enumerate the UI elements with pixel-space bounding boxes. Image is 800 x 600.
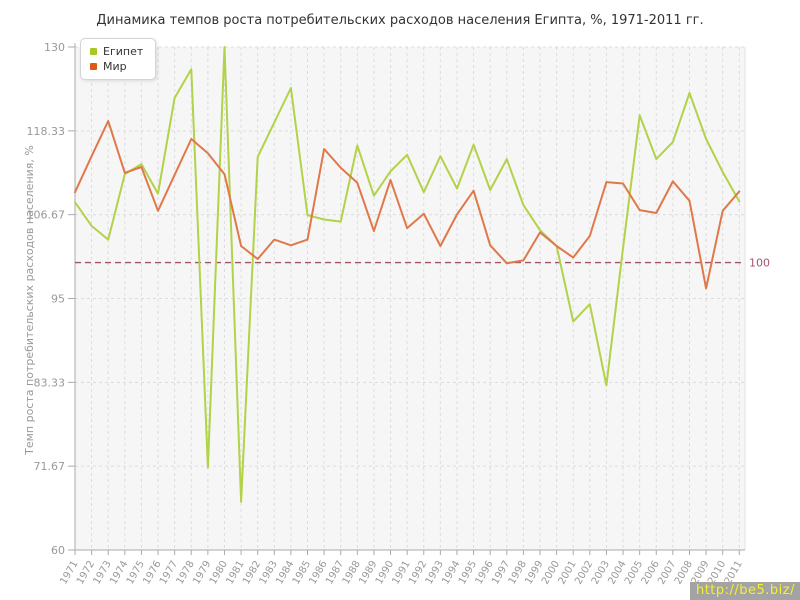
y-tick-label: 118.33 bbox=[27, 125, 66, 138]
y-tick-label: 60 bbox=[51, 544, 65, 557]
legend-item-egypt[interactable]: Египет bbox=[90, 44, 143, 59]
legend: Египет Мир bbox=[80, 38, 157, 80]
series-line-egypt bbox=[74, 46, 741, 503]
legend-swatch-world-icon bbox=[90, 63, 97, 70]
chart-title: Динамика темпов роста потребительских ра… bbox=[96, 13, 704, 28]
legend-swatch-egypt-icon bbox=[90, 48, 97, 55]
y-tick-label: 106.67 bbox=[27, 209, 66, 222]
y-tick-label: 95 bbox=[51, 293, 65, 306]
legend-label-egypt: Египет bbox=[103, 45, 144, 58]
legend-label-world: Мир bbox=[103, 60, 127, 73]
legend-item-world[interactable]: Мир bbox=[90, 59, 143, 74]
y-tick-label: 71.67 bbox=[34, 460, 66, 473]
y-tick-label: 130 bbox=[44, 41, 65, 54]
reference-line-label: 100 bbox=[749, 257, 770, 270]
series-line-world bbox=[74, 120, 741, 290]
y-tick-label: 83.33 bbox=[34, 376, 66, 389]
plot-background bbox=[75, 47, 745, 550]
watermark-link[interactable]: http://be5.biz/ bbox=[689, 582, 800, 600]
